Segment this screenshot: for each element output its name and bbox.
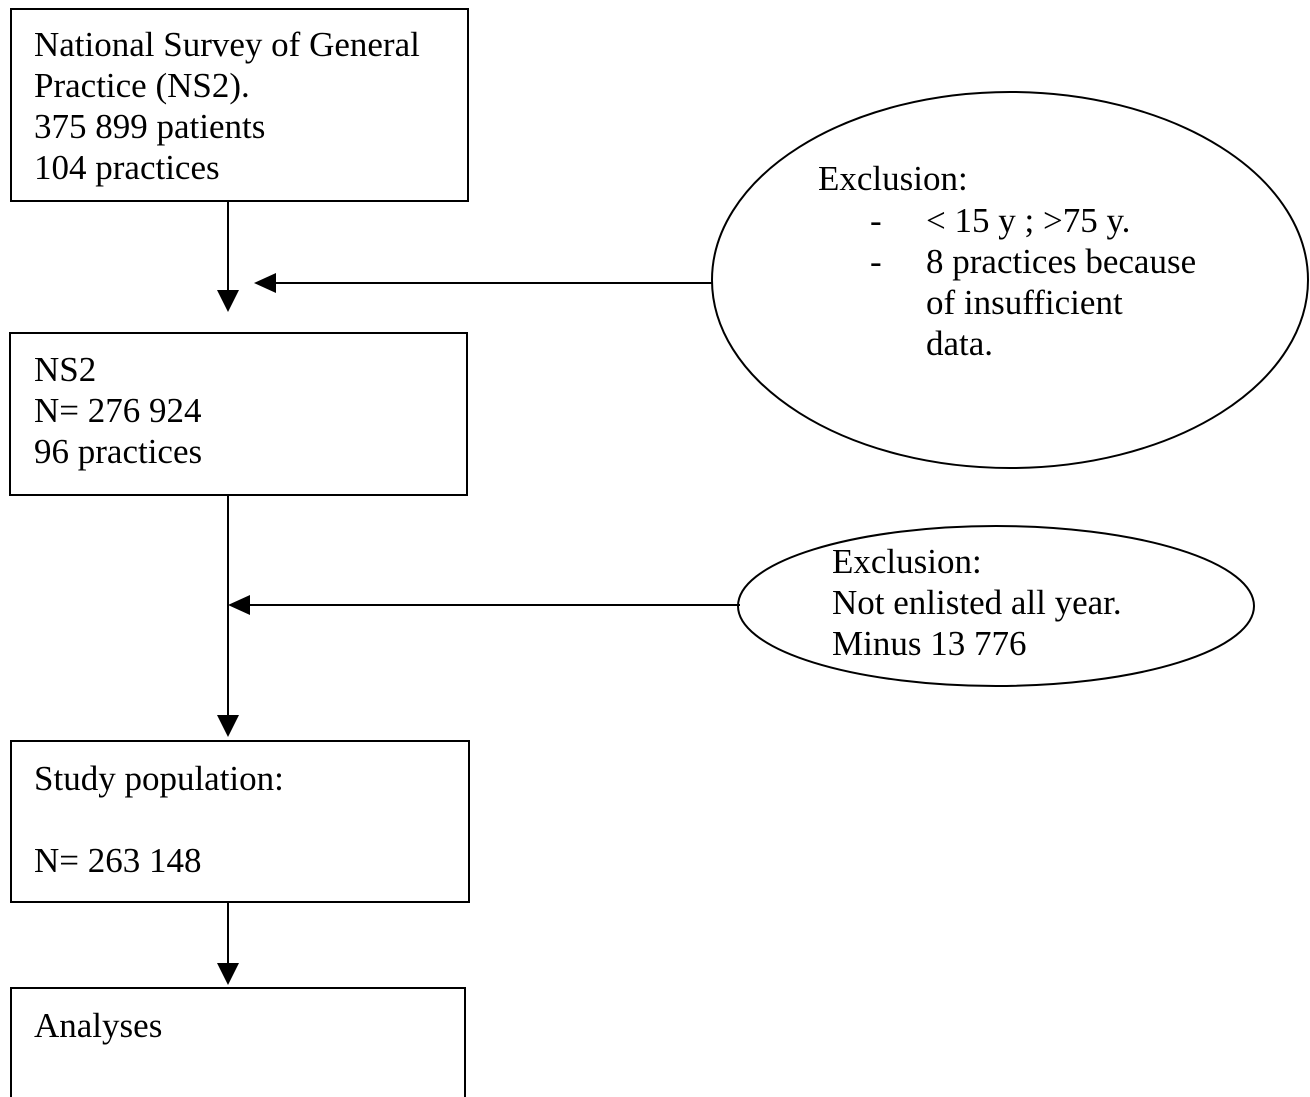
source-line-2: Practice (NS2). [34,66,250,105]
exclusion-1-bullet-2: - [870,241,882,282]
exclusion-1-bullet-1: - [870,200,882,241]
source-box [10,8,469,202]
exclusion-arrow-2-head [228,595,250,615]
exclusion-1-title: Exclusion: [818,159,968,198]
exclusion-2-title: Exclusion: [832,542,982,581]
source-line-1: National Survey of General [34,25,420,64]
ns2-box [9,332,468,496]
bullet-marker: - [870,242,882,281]
analyses-box [10,987,466,1097]
ns2-line-1: NS2 [34,350,97,389]
exclusion-arrow-1-head [254,273,276,293]
source-line-4: 104 practices [34,148,220,187]
arrowhead-down-study [217,715,239,737]
bullet-marker: - [870,201,882,240]
exclusion-1-item-2-line-3: data. [926,324,994,363]
exclusion-2-line-2: Not enlisted all year. [832,583,1122,622]
study-line-1: Study population: [34,759,284,798]
study-line-2: N= 263 148 [34,841,202,880]
arrowhead-down-analyses [217,963,239,985]
exclusion-1-item-2-line-2: of insufficient [926,283,1123,322]
analyses-line-1: Analyses [34,1006,163,1045]
ns2-line-2: N= 276 924 [34,391,202,430]
exclusion-ellipse-1 [711,91,1309,469]
exclusion-1-item-1: < 15 y ; >75 y. [926,201,1131,240]
exclusion-2-line-3: Minus 13 776 [832,624,1027,663]
exclusion-1-item-2-line-1: 8 practices because [926,242,1197,281]
source-line-3: 375 899 patients [34,107,266,146]
ns2-line-3: 96 practices [34,432,203,471]
study-population-box [10,740,470,903]
exclusion-ellipse-2 [737,525,1255,687]
arrowhead-down-ns2 [217,290,239,312]
